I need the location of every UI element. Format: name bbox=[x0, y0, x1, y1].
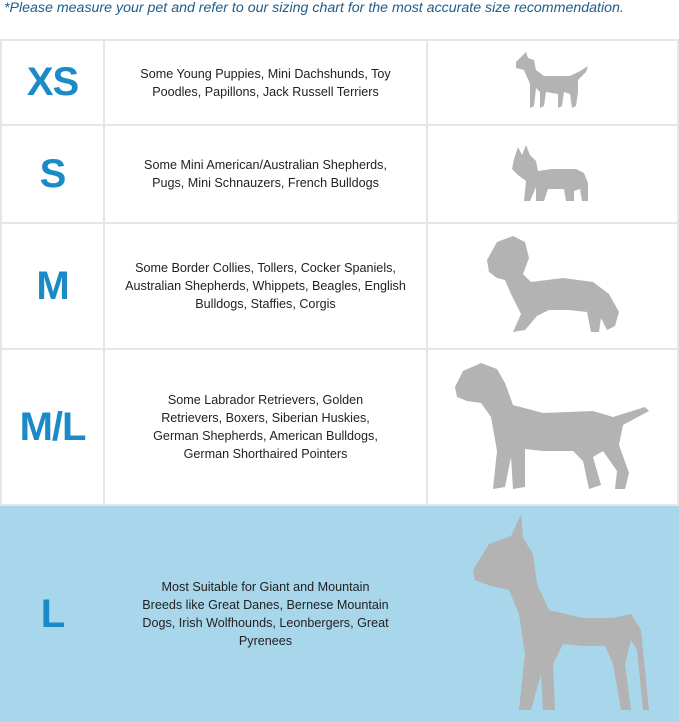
size-chart: XS Some Young Puppies, Mini Dachshunds, … bbox=[0, 39, 679, 722]
size-label: S bbox=[39, 151, 67, 196]
size-label: M bbox=[36, 263, 69, 308]
size-row-ml: M/L Some Labrador Retrievers, Golden Ret… bbox=[0, 350, 679, 506]
size-description: Some Young Puppies, Mini Dachshunds, Toy… bbox=[140, 66, 391, 99]
size-row-s: S Some Mini American/Australian Shepherd… bbox=[0, 126, 679, 224]
size-label: L bbox=[40, 591, 65, 636]
size-description: Some Labrador Retrievers, Golden Retriev… bbox=[153, 393, 378, 461]
french-bulldog-silhouette-icon bbox=[511, 145, 588, 201]
spaniel-silhouette-icon bbox=[486, 236, 619, 332]
size-label: XS bbox=[26, 60, 79, 104]
labrador-silhouette-icon bbox=[454, 363, 649, 489]
size-description: Some Mini American/Australian Shepherds,… bbox=[144, 158, 387, 190]
size-row-m: M Some Border Collies, Tollers, Cocker S… bbox=[0, 224, 679, 350]
sizing-note: *Please measure your pet and refer to ou… bbox=[4, 0, 624, 16]
size-description: Most Suitable for Giant and Mountain Bre… bbox=[142, 580, 389, 648]
great-dane-silhouette-icon bbox=[472, 514, 649, 710]
small-dog-silhouette-icon bbox=[515, 51, 588, 108]
size-row-xs: XS Some Young Puppies, Mini Dachshunds, … bbox=[0, 41, 679, 126]
size-label: M/L bbox=[19, 404, 87, 449]
size-description: Some Border Collies, Tollers, Cocker Spa… bbox=[125, 261, 406, 311]
size-row-l: L Most Suitable for Giant and Mountain B… bbox=[0, 506, 679, 722]
